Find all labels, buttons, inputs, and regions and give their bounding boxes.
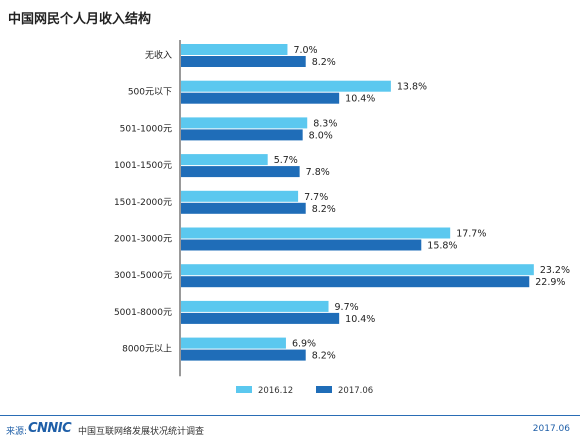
value-label: 13.8% xyxy=(397,82,427,93)
category-label: 无收入 xyxy=(145,49,172,61)
chart-title: 中国网民个人月收入结构 xyxy=(8,12,152,27)
value-label: 7.0% xyxy=(293,45,317,56)
bar-2016-12 xyxy=(181,117,308,129)
source-prefix: 来源: xyxy=(6,427,28,437)
value-label: 17.7% xyxy=(456,229,486,240)
legend: 2016.12 2017.06 xyxy=(236,386,373,396)
legend-swatch xyxy=(236,386,252,393)
footer: 来源: CNNIC 中国互联网络发展状况统计调查 2017.06 xyxy=(6,421,572,438)
cnnic-logo: CNNIC xyxy=(28,421,72,436)
value-label: 23.2% xyxy=(540,265,570,276)
value-label: 8.2% xyxy=(312,57,336,68)
category-label: 3001-5000元 xyxy=(114,271,172,281)
category-label: 501-1000元 xyxy=(120,124,172,134)
value-label: 8.0% xyxy=(309,130,333,141)
legend-swatch xyxy=(316,386,332,393)
bar-2017-06 xyxy=(181,166,300,178)
bars-layer: 无收入 7.0%8.2%500元以下 13.8%10.4%501-1000元 8.3%… xyxy=(114,44,570,362)
bar-2016-12 xyxy=(181,337,286,349)
report-date: 2017.06 xyxy=(532,424,570,434)
value-label: 22.9% xyxy=(535,277,565,288)
bar-2017-06 xyxy=(181,92,340,104)
category-label: 1001-1500元 xyxy=(114,161,172,171)
category-label: 5001-8000元 xyxy=(114,308,172,318)
bar-2017-06 xyxy=(181,276,530,288)
category-label: 8000元以上 xyxy=(122,344,172,355)
bar-2016-12 xyxy=(181,154,268,166)
footer-divider xyxy=(0,415,580,416)
value-label: 8.3% xyxy=(313,118,337,129)
bar-2017-06 xyxy=(181,56,306,67)
value-label: 8.2% xyxy=(312,351,336,362)
source-text: 中国互联网络发展状况统计调查 xyxy=(78,427,205,437)
category-label: 2001-3000元 xyxy=(114,235,172,245)
value-label: 6.9% xyxy=(292,339,316,350)
bar-2017-06 xyxy=(181,312,340,324)
bar-2016-12 xyxy=(181,300,329,312)
category-label: 1501-2000元 xyxy=(114,198,172,208)
legend-label: 2017.06 xyxy=(338,386,373,396)
bar-2017-06 xyxy=(181,239,422,251)
value-label: 7.7% xyxy=(304,192,328,203)
value-label: 7.8% xyxy=(306,167,330,178)
value-label: 15.8% xyxy=(427,241,457,252)
bar-2017-06 xyxy=(181,129,303,141)
bar-2016-12 xyxy=(181,190,299,202)
bar-2017-06 xyxy=(181,202,306,214)
value-label: 10.4% xyxy=(345,314,375,325)
value-label: 9.7% xyxy=(335,302,359,313)
value-label: 10.4% xyxy=(345,94,375,105)
bar-2016-12 xyxy=(181,80,391,92)
legend-label: 2016.12 xyxy=(258,386,293,396)
income-bar-chart: 无收入 7.0%8.2%500元以下 13.8%10.4%501-1000元 8.3%… xyxy=(114,40,570,396)
value-label: 5.7% xyxy=(274,155,298,166)
bar-2016-12 xyxy=(181,44,288,55)
category-label: 500元以下 xyxy=(128,88,172,98)
bar-2016-12 xyxy=(181,264,534,276)
bar-2017-06 xyxy=(181,349,306,361)
bar-2016-12 xyxy=(181,227,451,239)
value-label: 8.2% xyxy=(312,204,336,215)
